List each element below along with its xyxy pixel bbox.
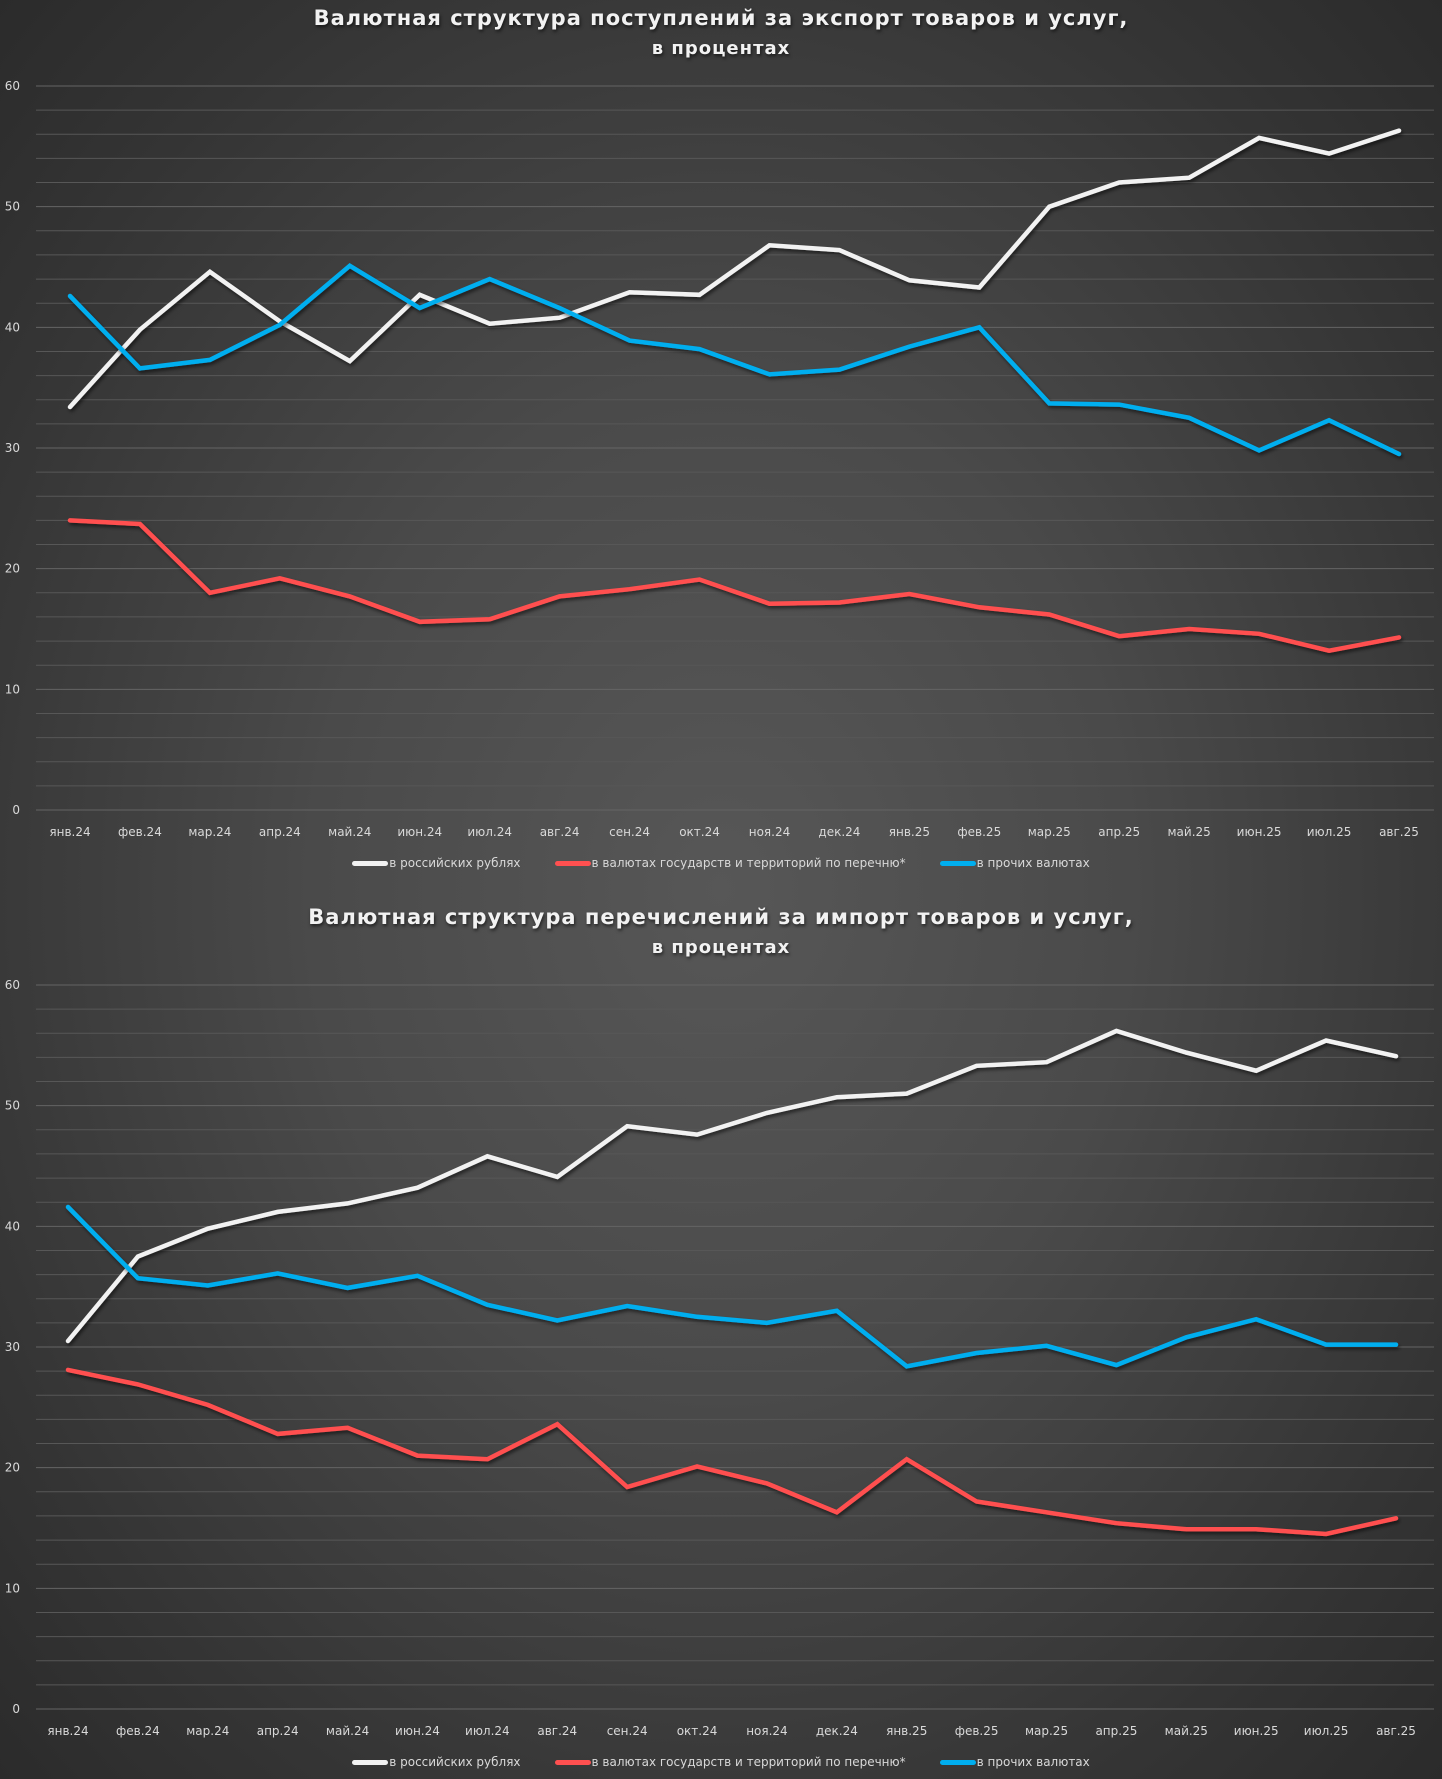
y-tick-label: 60 (5, 978, 20, 992)
x-tick-label: фев.25 (957, 825, 1001, 839)
x-tick-label: ноя.24 (749, 825, 791, 839)
series-line-listed (67, 518, 1402, 654)
y-tick-label: 10 (5, 682, 20, 696)
x-tick-label: авг.24 (540, 825, 580, 839)
x-tick-label: мар.24 (186, 1724, 229, 1738)
export-chart: Валютная структура поступлений за экспор… (0, 6, 1442, 870)
export-chart-legend: в российских рублях в валютах государств… (0, 856, 1442, 870)
x-tick-label: июл.25 (1307, 825, 1352, 839)
x-tick-label: фев.25 (955, 1724, 999, 1738)
x-tick-label: окт.24 (677, 1724, 718, 1738)
x-tick-label: мар.25 (1028, 825, 1071, 839)
series-line-other (67, 263, 1402, 457)
x-tick-label: янв.25 (886, 1724, 927, 1738)
legend-label-listed: в валютах государств и территорий по пер… (591, 856, 906, 870)
legend-label-rub: в российских рублях (389, 1755, 521, 1769)
x-tick-label: авг.24 (537, 1724, 577, 1738)
x-tick-label: ноя.24 (746, 1724, 788, 1738)
x-tick-label: фев.24 (118, 825, 162, 839)
x-tick-label: май.25 (1165, 1724, 1208, 1738)
series-line-listed (65, 1367, 1399, 1537)
x-tick-label: апр.25 (1098, 825, 1140, 839)
x-tick-label: июн.24 (397, 825, 442, 839)
x-tick-label: сен.24 (607, 1724, 648, 1738)
legend-item-listed: в валютах государств и территорий по пер… (554, 1755, 906, 1769)
y-tick-label: 50 (5, 1099, 20, 1113)
y-tick-label: 0 (12, 803, 20, 817)
x-tick-label: июн.25 (1237, 825, 1282, 839)
y-tick-label: 30 (5, 1340, 20, 1354)
legend-label-other: в прочих валютах (976, 856, 1090, 870)
x-tick-label: сен.24 (609, 825, 650, 839)
y-tick-label: 40 (5, 320, 20, 334)
series-line-other (65, 1204, 1399, 1369)
x-tick-label: май.24 (326, 1724, 369, 1738)
legend-item-rub: в российских рублях (352, 1755, 521, 1769)
x-tick-label: май.24 (328, 825, 371, 839)
export-chart-title: Валютная структура поступлений за экспор… (313, 6, 1129, 30)
legend-swatch-other (939, 860, 976, 866)
import-chart-subtitle: в процентах (651, 937, 791, 958)
import-chart-legend: в российских рублях в валютах государств… (0, 1755, 1442, 1769)
x-tick-label: апр.25 (1095, 1724, 1137, 1738)
x-tick-label: янв.24 (49, 825, 90, 839)
export-chart-plot: 0 10 20 30 40 50 60 янв.24 фев.24 мар.24 апр.24 май… (5, 79, 1434, 839)
legend-swatch-other (939, 1759, 976, 1765)
x-tick-label: июл.24 (467, 825, 512, 839)
x-tick-label: дек.24 (816, 1724, 858, 1738)
legend-label-other: в прочих валютах (976, 1755, 1090, 1769)
export-chart-subtitle: в процентах (651, 38, 791, 59)
legend-item-other: в прочих валютах (939, 856, 1090, 870)
legend-swatch-listed (554, 1759, 591, 1765)
x-tick-label: апр.24 (257, 1724, 299, 1738)
legend-item-listed: в валютах государств и территорий по пер… (554, 856, 906, 870)
x-tick-label: май.25 (1168, 825, 1211, 839)
legend-swatch-listed (554, 860, 591, 866)
legend-item-other: в прочих валютах (939, 1755, 1090, 1769)
import-chart-title: Валютная структура перечислений за импор… (308, 905, 1134, 929)
x-tick-label: окт.24 (679, 825, 720, 839)
x-tick-label: авг.25 (1379, 825, 1419, 839)
x-tick-label: янв.24 (47, 1724, 88, 1738)
y-tick-label: 30 (5, 441, 20, 455)
y-tick-label: 20 (5, 1461, 20, 1475)
series-line-rub (65, 1028, 1399, 1344)
y-tick-label: 50 (5, 200, 20, 214)
legend-item-rub: в российских рублях (352, 856, 521, 870)
legend-swatch-rub (352, 1759, 389, 1765)
x-tick-label: мар.24 (188, 825, 231, 839)
y-tick-label: 20 (5, 562, 20, 576)
legend-label-listed: в валютах государств и территорий по пер… (591, 1755, 906, 1769)
x-tick-label: апр.24 (259, 825, 301, 839)
x-tick-label: мар.25 (1025, 1724, 1068, 1738)
y-tick-label: 60 (5, 79, 20, 93)
x-tick-label: июн.24 (395, 1724, 440, 1738)
legend-swatch-rub (352, 860, 389, 866)
x-tick-label: июл.25 (1304, 1724, 1349, 1738)
y-tick-label: 10 (5, 1581, 20, 1595)
legend-label-rub: в российских рублях (389, 856, 521, 870)
x-tick-label: дек.24 (818, 825, 860, 839)
y-tick-label: 40 (5, 1219, 20, 1233)
y-tick-label: 0 (12, 1702, 20, 1716)
x-tick-label: июн.25 (1234, 1724, 1279, 1738)
x-tick-label: июл.24 (465, 1724, 510, 1738)
series-line-rub (67, 128, 1402, 410)
x-tick-label: янв.25 (889, 825, 930, 839)
x-tick-label: авг.25 (1376, 1724, 1416, 1738)
x-tick-label: фев.24 (116, 1724, 160, 1738)
